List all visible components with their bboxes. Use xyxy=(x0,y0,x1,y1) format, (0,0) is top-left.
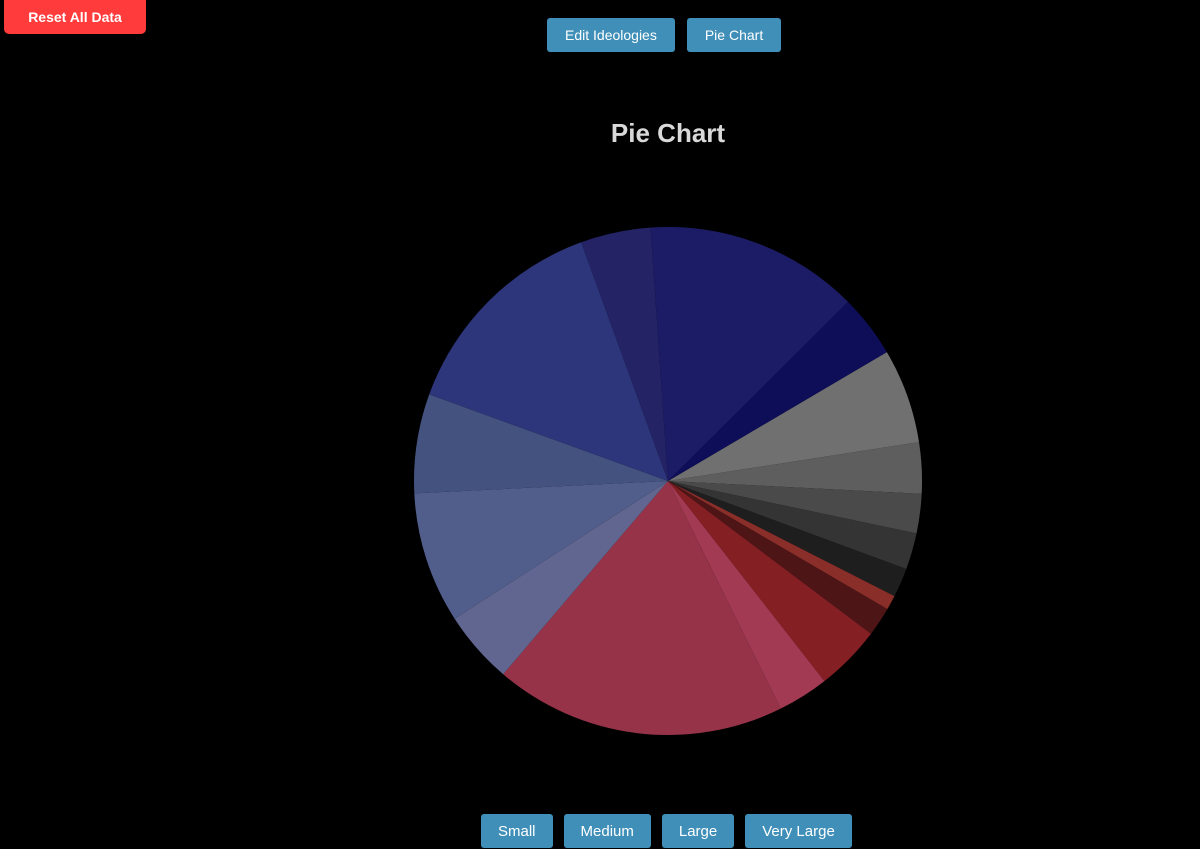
size-small-button[interactable]: Small xyxy=(481,814,553,848)
pie-slice-3[interactable] xyxy=(668,481,922,534)
pie-slice-8[interactable] xyxy=(668,481,871,682)
pie-slice-5[interactable] xyxy=(668,481,907,597)
pie-slice-7[interactable] xyxy=(668,481,888,634)
pie-slice-2[interactable] xyxy=(668,442,923,494)
pie-slice-14[interactable] xyxy=(429,242,668,481)
size-very-large-button[interactable]: Very Large xyxy=(745,814,852,848)
pie-slice-1[interactable] xyxy=(668,352,920,481)
pie-chart xyxy=(414,226,923,735)
pie-chart-button[interactable]: Pie Chart xyxy=(686,18,782,52)
size-selector: Small Medium Large Very Large xyxy=(481,814,852,848)
pie-slice-15[interactable] xyxy=(581,227,668,481)
pie-slice-13[interactable] xyxy=(414,394,668,494)
pie-slice-12[interactable] xyxy=(414,481,668,619)
pie-slice-6[interactable] xyxy=(668,481,895,610)
pie-slice-4[interactable] xyxy=(668,481,917,569)
chart-title: Pie Chart xyxy=(610,118,726,148)
pie-slice-16[interactable] xyxy=(650,226,849,481)
size-large-button[interactable]: Large xyxy=(661,814,735,848)
edit-ideologies-button[interactable]: Edit Ideologies xyxy=(547,18,675,52)
pie-slice-10[interactable] xyxy=(503,481,781,735)
size-medium-button[interactable]: Medium xyxy=(563,814,651,848)
top-nav: Edit Ideologies Pie Chart xyxy=(547,18,782,52)
pie-slice-9[interactable] xyxy=(668,481,825,709)
pie-slice-17[interactable] xyxy=(668,301,887,481)
pie-slice-11[interactable] xyxy=(454,481,668,675)
reset-all-data-button[interactable]: Reset All Data xyxy=(4,0,146,34)
